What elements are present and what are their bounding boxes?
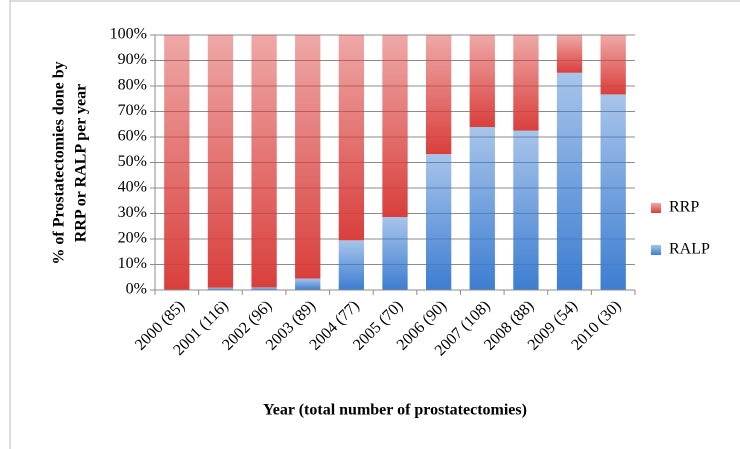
bar-segment [207,287,234,290]
bar-segment [556,72,583,291]
y-axis-title: RRP or RALP per year [73,84,90,243]
y-tick-label: 100% [110,26,147,43]
bar-segment [207,35,234,288]
legend-label: RRP [669,199,699,216]
y-tick-label: 20% [118,230,147,247]
bar-segment [556,35,583,73]
legend-swatch [651,203,661,213]
y-tick-label: 90% [118,51,147,68]
y-tick-label: 70% [118,102,147,119]
bar-segment [164,35,190,290]
y-tick-label: 40% [118,179,147,196]
bar-segment [251,287,277,290]
bar-segment [338,35,365,241]
bar-segment [469,35,495,128]
bar-segment [600,35,626,95]
bar-segment [382,35,408,218]
bar-segment [513,130,539,290]
y-tick-label: 30% [118,204,147,221]
bar-segment [513,35,539,131]
bar-segment [469,127,495,291]
x-axis-title: Year (total number of prostatectomies) [263,402,527,419]
y-tick-label: 0% [126,281,147,298]
bar-segment [425,35,452,155]
bar-segment [425,154,452,290]
bar-segment [600,94,626,290]
y-tick-label: 60% [118,128,147,145]
y-tick-label: 80% [118,77,147,94]
y-tick-label: 50% [118,153,147,170]
y-axis-title: % of Prostatectomies done by [51,61,68,264]
bar-segment [295,35,321,279]
bar-segment [382,217,408,290]
bar-segment [251,35,277,288]
legend-swatch [651,245,661,255]
y-tick-label: 10% [118,255,147,272]
legend-label: RALP [669,241,710,258]
bar-segment [338,240,365,290]
bar-segment [295,278,321,290]
